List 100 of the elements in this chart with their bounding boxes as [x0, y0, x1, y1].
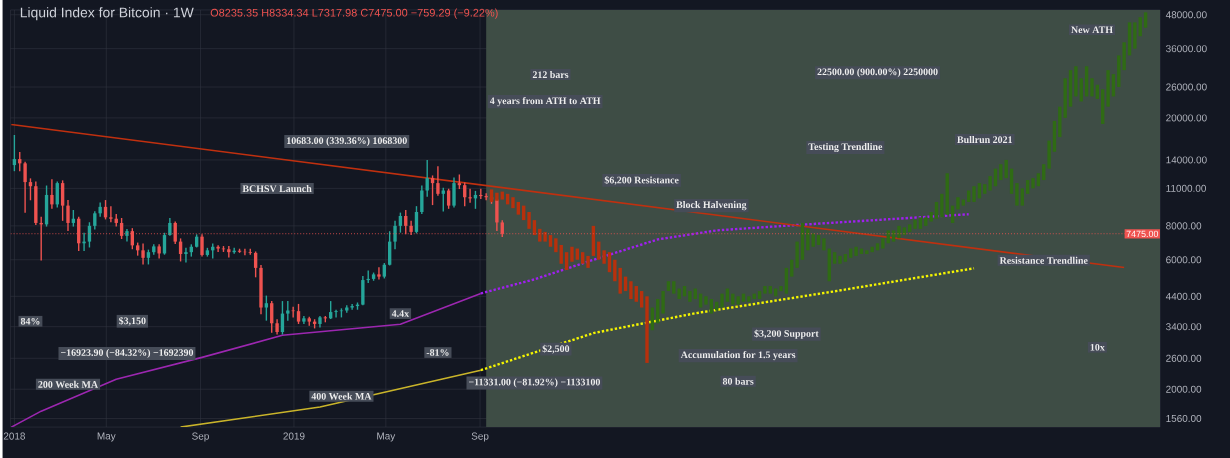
annotation: Resistance Trendline [999, 256, 1088, 264]
x-tick-label: May [97, 432, 116, 442]
y-tick-label: 3400.00 [1166, 323, 1202, 331]
chart-subtitle: O8235.35 H8334.34 L7317.98 C7475.00 −759.29 (−9.22%) [210, 8, 498, 19]
ref-line-label: 7475.00 [1126, 230, 1159, 238]
candlestick [870, 246, 874, 253]
candlestick [1025, 180, 1030, 194]
chart-title: Liquid Index for Bitcoin · 1W [20, 7, 194, 21]
annotation: 84% [20, 317, 40, 325]
candlestick [634, 286, 638, 302]
candlestick [527, 211, 531, 229]
candlestick [548, 235, 553, 247]
annotation: 10x [1090, 343, 1105, 351]
candlestick [613, 259, 617, 282]
candlestick [1106, 70, 1110, 107]
candlestick [822, 238, 826, 251]
candlestick [908, 224, 912, 232]
candlestick [618, 267, 622, 294]
annotation: 80 bars [722, 377, 754, 385]
y-tick-label: 2600.00 [1166, 354, 1202, 362]
candlestick [602, 250, 606, 264]
annotation: Bullrun 2021 [957, 135, 1013, 144]
candlestick [897, 225, 901, 239]
y-tick-label: 1560.00 [1166, 414, 1202, 422]
candlestick [564, 252, 569, 270]
x-tick-label: Sep [471, 432, 489, 442]
candlestick [1117, 55, 1121, 87]
candlestick [806, 228, 810, 251]
candlestick [1122, 42, 1126, 71]
candlestick [1031, 178, 1035, 189]
annotation: $3,150 [119, 316, 146, 326]
y-tick-label: 4400.00 [1165, 292, 1202, 300]
x-tick-label: 2018 [3, 432, 26, 440]
annotation: 22500.00 (900.00%) 2250000 [817, 68, 938, 78]
candlestick [559, 245, 563, 264]
y-tick-label: 14000.00 [1166, 156, 1207, 164]
candlestick [795, 241, 799, 268]
y-tick-label: 8000.00 [1166, 222, 1202, 230]
candlestick [881, 238, 885, 249]
annotation: 4 years from ATH to ATH [489, 97, 601, 107]
candlestick [988, 176, 992, 191]
candlestick [586, 255, 590, 268]
candlestick [607, 252, 612, 273]
candlestick [554, 238, 558, 253]
candlestick [516, 201, 521, 215]
y-tick-label: 48000.00 [1165, 11, 1207, 19]
annotation: -81% [426, 349, 449, 356]
x-tick-label: Sep [192, 432, 209, 442]
candlestick [843, 254, 848, 262]
candlestick [945, 173, 949, 215]
candlestick [838, 255, 842, 264]
line-series [479, 213, 970, 295]
candlestick [1090, 78, 1094, 97]
annotation: New ATH [1071, 26, 1113, 34]
y-tick-label: 2000.00 [1166, 385, 1202, 393]
y-tick-label: 36000.00 [1166, 45, 1207, 53]
candlestick [672, 281, 676, 294]
y-tick-label: 26000.00 [1166, 83, 1207, 91]
candlestick [666, 281, 671, 292]
x-tick-label: 2019 [283, 432, 305, 440]
candlestick [543, 231, 547, 242]
candlestick [1042, 164, 1046, 181]
annotation: 4.4x [391, 310, 410, 317]
line-series [479, 267, 976, 372]
y-tick-label: 11000.00 [1166, 184, 1206, 192]
candlestick [1068, 70, 1073, 107]
annotation: −16923.90 (−84.32%) −1692390 [61, 348, 194, 358]
candlestick [779, 286, 783, 292]
candlestick [1074, 66, 1078, 97]
candlestick [570, 246, 574, 262]
annotation: −11331.00 (−81.92%) −1133100 [469, 378, 600, 388]
annotation: 200 Week MA [38, 380, 99, 388]
y-tick-label: 6000.00 [1166, 256, 1202, 264]
candlestick [913, 220, 917, 229]
candlestick [1143, 12, 1148, 28]
candlestick [865, 250, 869, 254]
y-tick-label: 20000.00 [1166, 114, 1207, 122]
candlestick [1047, 140, 1051, 169]
annotation: Block Halvening [676, 201, 747, 211]
annotation: $6,200 Resistance [604, 176, 679, 185]
candlestick [248, 248, 252, 255]
candlestick [511, 197, 515, 209]
candlestick [832, 252, 837, 264]
candlestick [720, 293, 724, 308]
annotation: Accumulation for 1.5 years [680, 351, 796, 361]
x-tick-label: May [377, 432, 396, 442]
candlestick [784, 267, 789, 294]
candlestick [1101, 89, 1105, 124]
candlestick [709, 299, 714, 314]
candlestick [677, 288, 681, 299]
candlestick [768, 286, 772, 294]
candlestick [645, 296, 649, 363]
candlestick [580, 252, 585, 264]
annotation: $3,200 Support [754, 329, 819, 339]
candlestick [929, 211, 933, 222]
candlestick [1133, 22, 1137, 49]
candlestick [961, 199, 965, 206]
candlestick [747, 296, 751, 302]
annotation: 212 bars [532, 71, 569, 79]
candlestick [661, 291, 665, 314]
